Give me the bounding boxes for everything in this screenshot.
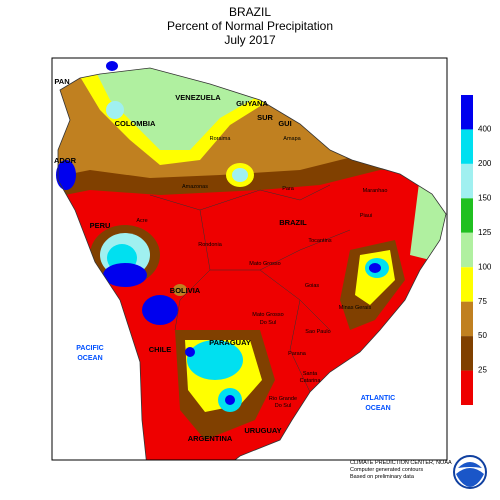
period: July 2017 [224,33,276,47]
state-label: Amazonas [182,184,208,190]
state-label: Para [282,186,295,192]
state-label: Amapa [283,136,301,142]
state-labels: Roraima Amapa Amazonas Para Maranhao Pia… [136,136,387,409]
state-label: Maranhao [363,188,388,194]
legend-label: 200 [478,159,492,168]
state-label: Piaui [360,213,372,219]
ocean-label: OCEAN [77,355,102,362]
noaa-logo [453,455,487,489]
country-label: CHILE [149,345,172,354]
country-label: BRAZIL [279,218,307,227]
state-label: Mato Grosso [249,261,280,267]
state-label: Do Sul [260,320,277,326]
legend-swatch [461,95,473,130]
country-label: PARAGUAY [209,338,251,347]
map-title: Percent of Normal Precipitation [167,19,333,33]
state-label: Catarina [300,378,322,384]
country-label: GUI [278,119,291,128]
legend-label: 100 [478,262,492,271]
legend-swatch [461,370,473,405]
map [52,58,447,460]
ocean-label: ATLANTIC [361,395,395,402]
state-label: Rondonia [198,242,222,248]
ocean-label: PACIFIC [76,345,103,352]
ocean-label: OCEAN [365,405,390,412]
footer-credit: CLIMATE PREDICTION CENTER, NOAA [350,460,452,466]
ocean-labels: PACIFIC OCEAN ATLANTIC OCEAN [76,345,395,412]
country-label: PAN [54,77,69,86]
state-label: Mato Grosso [252,312,283,318]
footer-note: Computer generated contours [350,467,423,473]
map-frame [51,57,448,461]
country-label: PERU [90,221,111,230]
country-label: ARGENTINA [188,434,233,443]
legend-label: 400 [478,125,492,134]
state-label: Rio Grande [269,396,297,402]
legend-label: 50 [478,331,487,340]
country-label: GUYANA [236,99,268,108]
country-label: BOLIVIA [170,286,201,295]
legend-swatch [461,232,473,268]
country-label: SUR [257,113,273,122]
legend-swatch [461,267,473,302]
footer-note: Based on preliminary data [350,474,415,480]
state-label: Acre [136,218,147,224]
legend-label: 25 [478,366,487,375]
state-label: Parana [288,351,307,357]
country-label: VENEZUELA [175,93,221,102]
legend-label: 150 [478,193,492,202]
country-label: URUGUAY [244,426,281,435]
state-label: Goias [305,283,320,289]
legend-label: 75 [478,297,487,306]
color-legend: 400 200 150 125 100 75 50 25 [461,95,492,405]
legend-swatch [461,336,473,371]
legend-swatch [461,129,473,164]
state-label: Sao Paulo [305,329,330,335]
state-label: Do Sul [275,403,292,409]
legend-label: 125 [478,228,492,237]
country-labels: PAN VENEZUELA GUYANA SUR GUI COLOMBIA AD… [54,77,307,443]
legend-swatch [461,198,473,233]
country-label: COLOMBIA [115,119,156,128]
state-label: Minas Gerais [339,305,372,311]
region-title: BRAZIL [229,5,271,19]
country-label: ADOR [54,156,77,165]
state-label: Tocantins [308,238,331,244]
state-label: Roraima [210,136,232,142]
legend-swatch [461,301,473,337]
state-label: Santa [303,371,318,377]
legend-swatch [461,163,473,199]
